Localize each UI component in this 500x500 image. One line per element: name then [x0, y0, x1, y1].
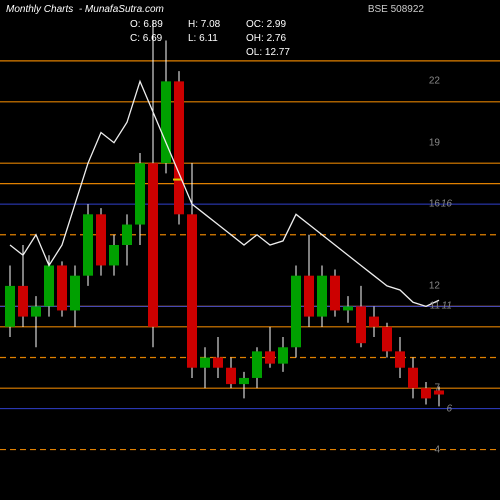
axis-tick: 16 — [429, 199, 440, 210]
price-level-label: 16 — [441, 199, 452, 210]
axis-tick: 12 — [429, 280, 440, 291]
high-label: H: 7.08 — [188, 18, 246, 32]
axis-tick: 22 — [429, 76, 440, 87]
ol-label: OL: 12.77 — [246, 46, 304, 60]
close-label: C: 6.69 — [130, 32, 188, 46]
ohlc-panel: O: 6.89 H: 7.08 OC: 2.99 C: 6.69 L: 6.11… — [130, 18, 304, 60]
axis-tick: 11 — [430, 301, 440, 312]
axis-tick: 19 — [429, 137, 440, 148]
ticker-label: BSE 508922 — [368, 4, 424, 15]
chart-title: Monthly Charts - MunafaSutra.com — [6, 4, 164, 15]
oh-label: OH: 2.76 — [246, 32, 304, 46]
open-label: O: 6.89 — [130, 18, 188, 32]
price-level-label: 6 — [446, 403, 452, 414]
low-label: L: 6.11 — [188, 32, 246, 46]
price-level-label: 11 — [442, 301, 452, 312]
candlestick-chart — [0, 0, 500, 500]
axis-tick: 7 — [434, 383, 440, 394]
chart-container: Monthly Charts - MunafaSutra.com BSE 508… — [0, 0, 500, 500]
axis-tick: 4 — [434, 444, 440, 455]
oc-label: OC: 2.99 — [246, 18, 304, 32]
